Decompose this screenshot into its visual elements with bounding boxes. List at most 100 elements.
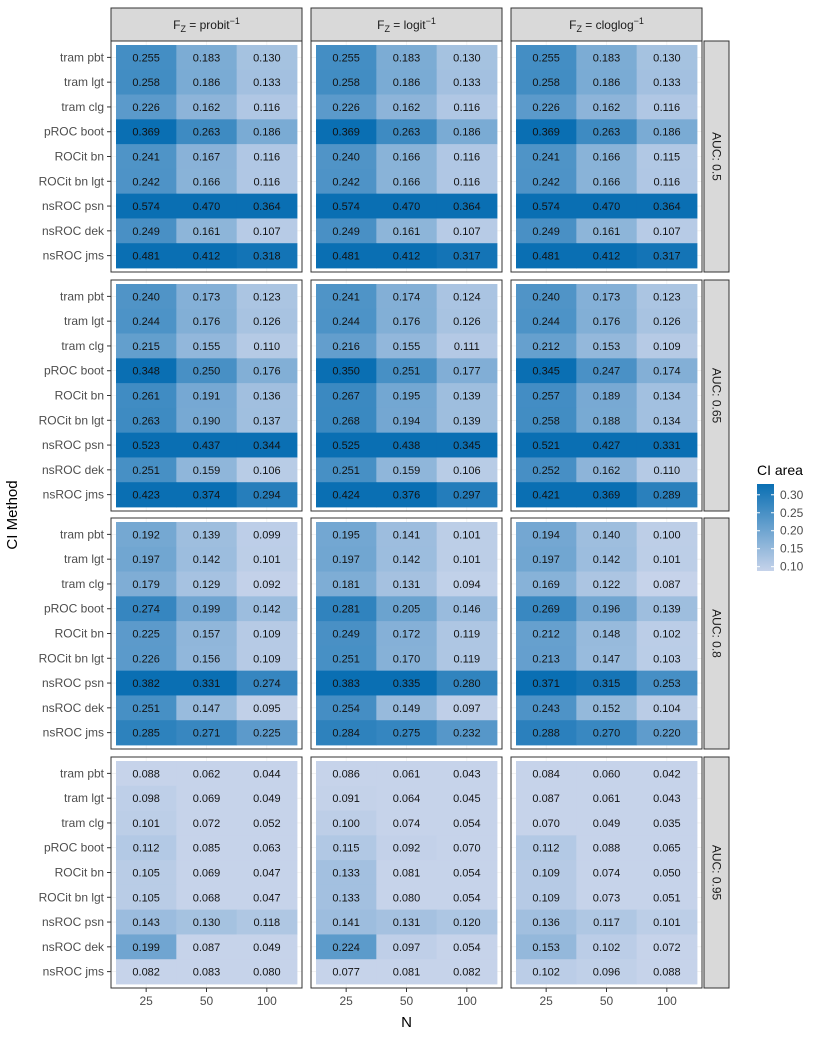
y-tick-label: nsROC jms [43,965,104,979]
heatmap-cell [236,45,298,71]
heatmap-cell [376,119,438,145]
heatmap-cell [376,810,438,836]
cell-value-label: 0.318 [253,251,281,263]
heatmap-cell [316,909,377,935]
heatmap-cell [436,621,498,647]
cell-value-label: 0.122 [593,579,621,591]
cell-value-label: 0.173 [593,291,621,303]
cell-value-label: 0.331 [653,440,681,452]
heatmap-cell [636,860,698,886]
cell-value-label: 0.073 [593,892,621,904]
cell-value-label: 0.258 [332,77,360,89]
heatmap-cell [316,358,377,384]
heatmap-cell [176,860,238,886]
cell-value-label: 0.331 [193,678,221,690]
cell-value-label: 0.054 [453,892,481,904]
heatmap-cell [316,934,377,960]
heatmap-cell [316,457,377,483]
cell-value-label: 0.190 [193,415,221,427]
heatmap-cell [376,934,438,960]
cell-value-label: 0.139 [193,529,221,541]
cell-value-label: 0.192 [132,529,160,541]
heatmap-cell [436,69,498,95]
cell-value-label: 0.136 [532,917,560,929]
heatmap-cell [376,94,438,120]
cell-value-label: 0.042 [653,768,681,780]
cell-value-label: 0.263 [132,415,160,427]
heatmap-cell [316,959,377,985]
cell-value-label: 0.142 [253,604,281,616]
cell-value-label: 0.069 [193,793,221,805]
y-tick-label: nsROC dek [42,224,105,238]
heatmap-cell [236,383,298,409]
heatmap-cell [516,457,577,483]
cell-value-label: 0.101 [132,818,160,830]
cell-value-label: 0.345 [532,366,560,378]
heatmap-cell [316,571,377,597]
heatmap-cell [516,884,577,911]
heatmap-cell [236,546,298,572]
heatmap-cell [576,243,638,269]
cell-value-label: 0.172 [393,629,421,641]
cell-value-label: 0.050 [653,868,681,880]
heatmap-cell [116,69,177,95]
heatmap-cell [176,670,238,696]
cell-value-label: 0.159 [393,465,421,477]
heatmap-cell [376,571,438,597]
heatmap-cell [316,407,377,434]
x-tick-label: 100 [257,994,277,1008]
cell-value-label: 0.054 [453,942,481,954]
heatmap-cell [376,432,438,458]
heatmap-cell [436,670,498,696]
heatmap-cell [516,243,577,269]
cell-value-label: 0.123 [253,291,281,303]
cell-value-label: 0.481 [532,251,560,263]
heatmap-cell [116,407,177,434]
panel-border [510,40,703,273]
heatmap-cell [636,482,698,508]
heatmap-cell [176,218,238,244]
cell-value-label: 0.371 [532,678,560,690]
x-tick-label: 100 [457,994,477,1008]
cell-value-label: 0.047 [253,868,281,880]
cell-value-label: 0.141 [393,529,421,541]
cell-value-label: 0.199 [132,942,160,954]
heatmap-cell [236,457,298,483]
cell-value-label: 0.255 [332,52,360,64]
heatmap-cell [116,193,177,219]
cell-value-label: 0.226 [532,102,560,114]
heatmap-cell [376,785,438,811]
cell-value-label: 0.091 [332,793,360,805]
heatmap-cell [516,621,577,647]
heatmap-cell [636,596,698,622]
heatmap-cell [636,284,698,310]
cell-value-label: 0.159 [193,465,221,477]
heatmap-cell [316,761,377,787]
facet-strip-cloglog [510,7,703,42]
cell-value-label: 0.116 [253,176,280,188]
heatmap-cell [316,218,377,244]
cell-value-label: 0.280 [453,678,481,690]
heatmap-cell [576,909,638,935]
heatmap-cell [116,571,177,597]
cell-value-label: 0.364 [653,201,681,213]
heatmap-cell [116,432,177,458]
y-tick-label: nsROC dek [42,940,105,954]
heatmap-cell [236,959,298,985]
heatmap-cell [236,119,298,145]
cell-value-label: 0.047 [253,892,281,904]
cell-value-label: 0.226 [132,102,160,114]
y-tick-label: ROCit bn lgt [39,174,105,188]
heatmap-cell [376,168,438,195]
cell-value-label: 0.199 [193,604,221,616]
heatmap-cell [516,571,577,597]
heatmap-cell [636,407,698,434]
cell-value-label: 0.255 [532,52,560,64]
heatmap-cell [376,243,438,269]
heatmap-cell [116,810,177,836]
heatmap-cell [316,168,377,195]
heatmap-cell [236,168,298,195]
cell-value-label: 0.156 [193,653,221,665]
cell-value-label: 0.087 [653,579,681,591]
heatmap-cell [516,168,577,195]
